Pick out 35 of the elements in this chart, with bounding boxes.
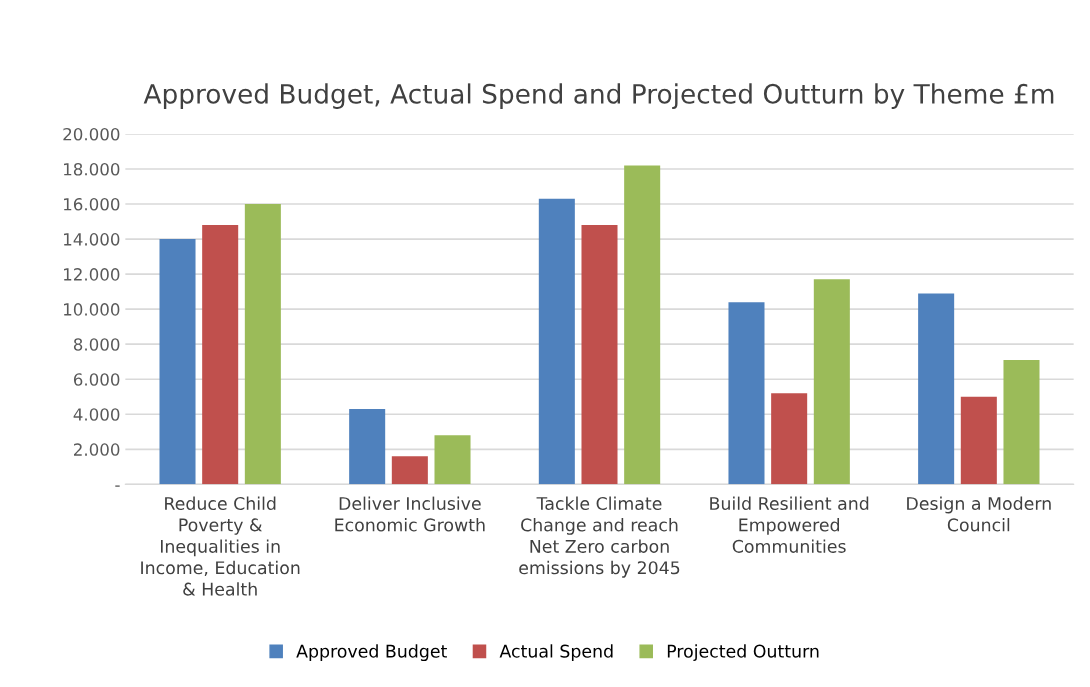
bar bbox=[159, 239, 196, 485]
bar bbox=[771, 393, 808, 485]
y-tick-label: 8.000 bbox=[73, 338, 120, 351]
y-tick-label: 6.000 bbox=[73, 373, 120, 386]
bar bbox=[728, 302, 765, 485]
bar bbox=[538, 198, 575, 485]
bar bbox=[581, 225, 618, 485]
bar bbox=[349, 409, 386, 485]
x-tick-label: Design a Modern Council bbox=[907, 496, 1051, 532]
legend-label: Actual Spend bbox=[499, 644, 613, 662]
y-tick-label: 18.000 bbox=[64, 162, 120, 176]
bar bbox=[960, 396, 997, 485]
y-tick-label: 4.000 bbox=[73, 408, 120, 421]
y-tick-label: - bbox=[115, 485, 120, 487]
x-tick-label: Deliver Inclusive Economic Growth bbox=[335, 496, 485, 532]
x-tick-label: Build Resilient and Empowered Communities bbox=[710, 496, 869, 553]
bar bbox=[202, 225, 239, 485]
legend-label: Approved Budget bbox=[296, 644, 447, 662]
y-tick-label: 12.000 bbox=[64, 268, 120, 281]
y-tick-label: 20.000 bbox=[63, 127, 120, 141]
y-tick-label: 16.000 bbox=[64, 198, 120, 211]
bar bbox=[434, 435, 471, 485]
x-tick-label: Reduce Child Poverty & Inequalities in Income, Education & Health bbox=[141, 496, 300, 596]
legend-label: Projected Outturn bbox=[667, 644, 819, 662]
y-tick-label: 2.000 bbox=[74, 443, 120, 456]
x-tick-label: Tackle Climate Change and reach Net Zero carbon emissions by 2045 bbox=[519, 496, 680, 578]
bar bbox=[391, 456, 428, 485]
bar bbox=[918, 293, 955, 485]
chart-title: Approved Budget, Actual Spend and Projected Outturn by Theme £m bbox=[143, 83, 1054, 109]
bar bbox=[1003, 359, 1040, 485]
bar bbox=[624, 165, 661, 485]
bar bbox=[244, 204, 281, 485]
bar bbox=[813, 279, 850, 485]
y-tick-label: 14.000 bbox=[64, 233, 120, 246]
y-tick-label: 10.000 bbox=[64, 303, 120, 316]
